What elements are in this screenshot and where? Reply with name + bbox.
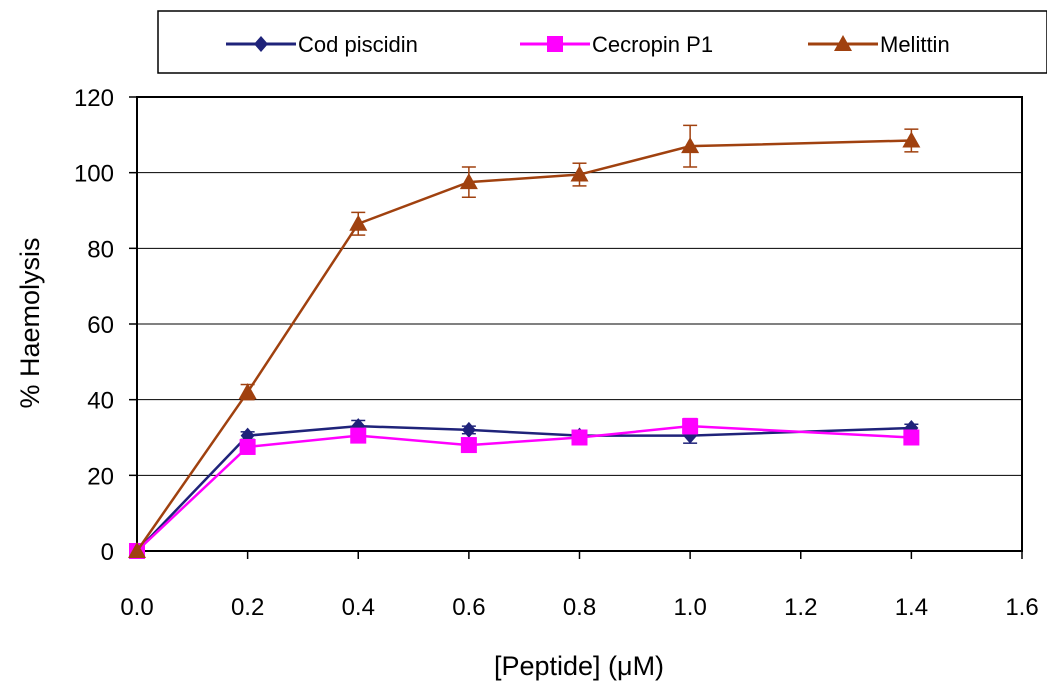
x-tick-label-0.4: 0.4 [342, 594, 375, 621]
x-tick-label-1.0: 1.0 [673, 594, 706, 621]
legend: Cod piscidin Cecropin P1 Melittin [157, 10, 1047, 74]
legend-label: Cecropin P1 [592, 32, 713, 57]
data-point [571, 429, 588, 446]
y-tick-label-20: 20 [87, 463, 114, 490]
data-point [461, 421, 476, 438]
y-tick-label-0: 0 [101, 539, 114, 566]
data-point [460, 437, 477, 454]
y-tick-label-80: 80 [87, 236, 114, 263]
legend-box [157, 10, 1047, 74]
data-point [239, 438, 256, 455]
series-2 [129, 417, 920, 559]
series-3 [128, 124, 921, 558]
y-tick-label-120: 120 [74, 85, 114, 112]
x-tick-label-0.6: 0.6 [452, 594, 485, 621]
legend-label: Cod piscidin [298, 32, 418, 57]
x-tick-label-0.2: 0.2 [231, 594, 264, 621]
x-axis: 0.0 0.2 0.4 0.6 0.8 1.0 1.2 1.4 1.6 [120, 551, 1039, 621]
x-tick-label-0.0: 0.0 [120, 594, 153, 621]
y-tick-label-40: 40 [87, 388, 114, 415]
data-point [903, 429, 920, 446]
legend-item-1: Cod piscidin [226, 32, 418, 57]
legend-label: Melittin [880, 32, 950, 57]
legend-marker [547, 36, 563, 52]
data-point [902, 131, 921, 148]
x-tick-label-1.4: 1.4 [895, 594, 928, 621]
x-tick-label-1.2: 1.2 [784, 594, 817, 621]
x-tick-label-0.8: 0.8 [563, 594, 596, 621]
data-point [681, 137, 700, 154]
legend-item-3: Melittin [808, 32, 950, 57]
series-layer [128, 124, 921, 559]
data-point [350, 427, 367, 444]
y-axis-title: % Haemolysis [15, 237, 45, 408]
data-point [238, 383, 257, 400]
y-tick-label-100: 100 [74, 161, 114, 188]
y-tick-label-60: 60 [87, 312, 114, 339]
data-point [570, 165, 589, 182]
data-point [682, 418, 699, 435]
data-point [459, 173, 478, 190]
gridlines [137, 172, 1022, 476]
data-point [128, 542, 146, 558]
y-axis: 0 20 40 60 80 100 120 [74, 85, 137, 566]
x-tick-label-1.6: 1.6 [1005, 594, 1038, 621]
legend-item-2: Cecropin P1 [520, 32, 713, 57]
data-point [349, 214, 368, 231]
x-axis-title: [Peptide] (μM) [494, 651, 664, 681]
legend-marker [834, 35, 852, 51]
legend-marker [254, 36, 268, 52]
